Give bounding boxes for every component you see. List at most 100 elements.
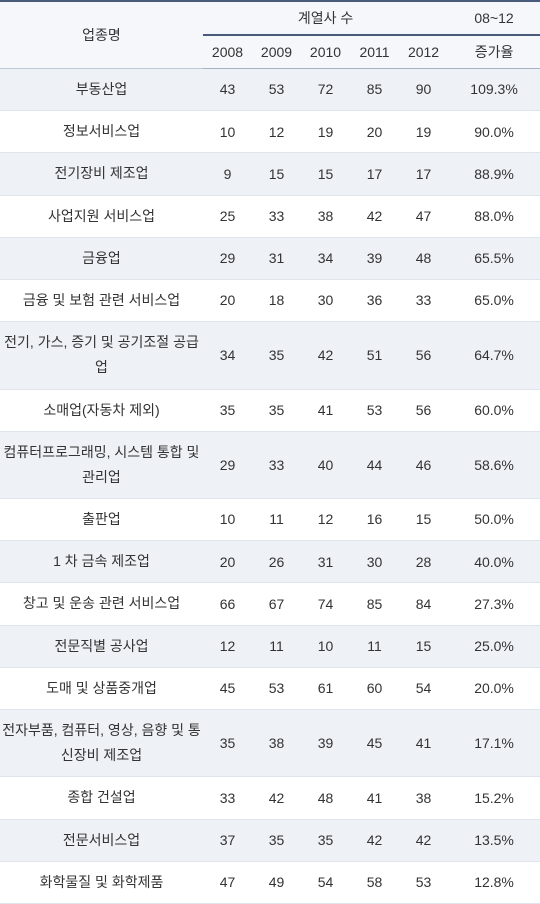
value-cell: 42 <box>252 777 301 819</box>
value-cell: 39 <box>301 710 350 777</box>
value-cell: 47 <box>203 861 252 903</box>
growth-cell: 50.0% <box>448 499 540 541</box>
value-cell: 10 <box>203 111 252 153</box>
value-cell: 10 <box>301 625 350 667</box>
value-cell: 66 <box>203 583 252 625</box>
growth-cell: 17.1% <box>448 710 540 777</box>
value-cell: 53 <box>350 389 399 431</box>
value-cell: 35 <box>301 819 350 861</box>
growth-cell: 60.0% <box>448 389 540 431</box>
value-cell: 35 <box>203 710 252 777</box>
industry-name-cell: 1 차 금속 제조업 <box>0 541 203 583</box>
value-cell: 33 <box>252 195 301 237</box>
value-cell: 42 <box>350 195 399 237</box>
value-cell: 58 <box>350 861 399 903</box>
industry-name-cell: 전문직별 공사업 <box>0 625 203 667</box>
table-row: 부동산업4353728590109.3% <box>0 69 540 111</box>
growth-cell: 109.3% <box>448 69 540 111</box>
industry-name-cell: 컴퓨터프로그래밍, 시스템 통합 및 관리업 <box>0 431 203 498</box>
value-cell: 16 <box>350 499 399 541</box>
growth-cell: 40.0% <box>448 541 540 583</box>
value-cell: 34 <box>203 322 252 389</box>
value-cell: 60 <box>350 667 399 709</box>
header-year-2012: 2012 <box>399 35 448 69</box>
industry-name-cell: 정보서비스업 <box>0 111 203 153</box>
value-cell: 72 <box>301 69 350 111</box>
growth-cell: 65.0% <box>448 279 540 321</box>
header-year-2008: 2008 <box>203 35 252 69</box>
value-cell: 41 <box>301 389 350 431</box>
value-cell: 10 <box>203 499 252 541</box>
value-cell: 35 <box>252 819 301 861</box>
growth-cell: 27.3% <box>448 583 540 625</box>
growth-cell: 12.8% <box>448 861 540 903</box>
table-row: 창고 및 운송 관련 서비스업666774858427.3% <box>0 583 540 625</box>
value-cell: 19 <box>399 111 448 153</box>
value-cell: 41 <box>399 710 448 777</box>
table-row: 종합 건설업334248413815.2% <box>0 777 540 819</box>
header-year-2009: 2009 <box>252 35 301 69</box>
table-header: 업종명 계열사 수 08~12 2008 2009 2010 2011 2012… <box>0 1 540 69</box>
value-cell: 45 <box>350 710 399 777</box>
value-cell: 42 <box>301 322 350 389</box>
table-row: 금융 및 보험 관련 서비스업201830363365.0% <box>0 279 540 321</box>
value-cell: 43 <box>203 69 252 111</box>
growth-cell: 15.2% <box>448 777 540 819</box>
table-row: 금융업293134394865.5% <box>0 237 540 279</box>
value-cell: 38 <box>301 195 350 237</box>
header-year-2011: 2011 <box>350 35 399 69</box>
table-row: 소매업(자동차 제외)353541535660.0% <box>0 389 540 431</box>
table-row: 출판업101112161550.0% <box>0 499 540 541</box>
value-cell: 53 <box>252 69 301 111</box>
header-year-2010: 2010 <box>301 35 350 69</box>
header-count-group: 계열사 수 <box>203 1 448 35</box>
industry-name-cell: 전자부품, 컴퓨터, 영상, 음향 및 통신장비 제조업 <box>0 710 203 777</box>
table-row: 1 차 금속 제조업202631302840.0% <box>0 541 540 583</box>
value-cell: 54 <box>399 667 448 709</box>
value-cell: 56 <box>399 322 448 389</box>
value-cell: 25 <box>203 195 252 237</box>
value-cell: 40 <box>301 431 350 498</box>
value-cell: 53 <box>399 861 448 903</box>
value-cell: 26 <box>252 541 301 583</box>
table-row: 도매 및 상품중개업455361605420.0% <box>0 667 540 709</box>
value-cell: 15 <box>252 153 301 195</box>
value-cell: 56 <box>399 389 448 431</box>
value-cell: 31 <box>301 541 350 583</box>
value-cell: 11 <box>350 625 399 667</box>
table-row: 전기, 가스, 증기 및 공기조절 공급업343542515664.7% <box>0 322 540 389</box>
value-cell: 18 <box>252 279 301 321</box>
value-cell: 48 <box>301 777 350 819</box>
table-body: 부동산업4353728590109.3%정보서비스업101219201990.0… <box>0 69 540 904</box>
value-cell: 38 <box>399 777 448 819</box>
industry-name-cell: 금융 및 보험 관련 서비스업 <box>0 279 203 321</box>
value-cell: 67 <box>252 583 301 625</box>
table-row: 전문직별 공사업121110111525.0% <box>0 625 540 667</box>
value-cell: 29 <box>203 431 252 498</box>
growth-cell: 88.0% <box>448 195 540 237</box>
growth-cell: 64.7% <box>448 322 540 389</box>
growth-cell: 13.5% <box>448 819 540 861</box>
value-cell: 28 <box>399 541 448 583</box>
value-cell: 36 <box>350 279 399 321</box>
value-cell: 33 <box>203 777 252 819</box>
growth-cell: 65.5% <box>448 237 540 279</box>
value-cell: 54 <box>301 861 350 903</box>
growth-cell: 20.0% <box>448 667 540 709</box>
value-cell: 20 <box>203 279 252 321</box>
table-row: 사업지원 서비스업253338424788.0% <box>0 195 540 237</box>
table-row: 전기장비 제조업91515171788.9% <box>0 153 540 195</box>
table-row: 화학물질 및 화학제품474954585312.8% <box>0 861 540 903</box>
value-cell: 51 <box>350 322 399 389</box>
industry-name-cell: 창고 및 운송 관련 서비스업 <box>0 583 203 625</box>
industry-name-cell: 부동산업 <box>0 69 203 111</box>
value-cell: 17 <box>399 153 448 195</box>
industry-affiliate-table: 업종명 계열사 수 08~12 2008 2009 2010 2011 2012… <box>0 0 540 904</box>
value-cell: 42 <box>350 819 399 861</box>
value-cell: 53 <box>252 667 301 709</box>
value-cell: 85 <box>350 583 399 625</box>
value-cell: 20 <box>350 111 399 153</box>
industry-name-cell: 화학물질 및 화학제품 <box>0 861 203 903</box>
table-row: 전문서비스업373535424213.5% <box>0 819 540 861</box>
value-cell: 15 <box>399 625 448 667</box>
